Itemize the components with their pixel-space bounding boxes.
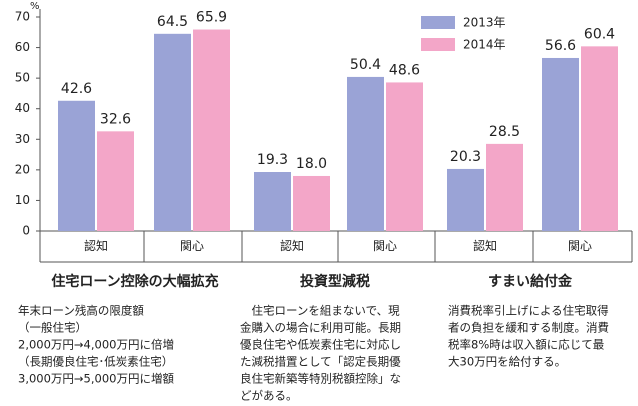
bar bbox=[97, 131, 134, 231]
note-line: 消費税率引上げによる住宅取得 bbox=[448, 304, 609, 318]
y-tick-label: 30 bbox=[15, 132, 30, 146]
value-label: 50.4 bbox=[350, 57, 381, 73]
note-line: 税率8%時は収入額に応じて最 bbox=[448, 338, 605, 352]
value-label: 65.9 bbox=[196, 10, 227, 26]
note-line: （一般住宅） bbox=[18, 321, 87, 335]
note-line: 2,000万円→4,000万円に倍増 bbox=[18, 338, 174, 352]
bar bbox=[447, 168, 484, 231]
value-label: 64.5 bbox=[157, 14, 188, 30]
value-label: 48.6 bbox=[389, 62, 420, 78]
bar bbox=[347, 76, 384, 231]
note-line: どがある。 bbox=[240, 389, 298, 403]
note-line: （長期優良住宅･低炭素住宅） bbox=[18, 355, 173, 369]
note-line: 大30万円を給付する。 bbox=[448, 355, 566, 369]
note-line: 良住宅新築等特別税額控除」な bbox=[240, 372, 401, 386]
bar bbox=[293, 175, 330, 231]
note-line: 住宅ローンを組まないで、現 bbox=[240, 304, 400, 318]
note-line: 3,000万円→5,000万円に増額 bbox=[18, 372, 174, 386]
value-label: 32.6 bbox=[100, 111, 131, 127]
y-tick-label: 20 bbox=[15, 162, 30, 176]
note-line: 優良住宅や低炭素住宅に対応し bbox=[240, 338, 401, 352]
x-tick-label: 認知 bbox=[473, 238, 497, 253]
value-label: 19.3 bbox=[257, 152, 288, 168]
bar bbox=[193, 29, 230, 231]
y-tick-label: 70 bbox=[15, 10, 30, 24]
x-tick-label: 関心 bbox=[568, 239, 592, 253]
bar bbox=[486, 143, 523, 231]
note-line: 者の負担を緩和する制度。消費 bbox=[448, 321, 609, 335]
group-label: 住宅ローン控除の大幅拡充 bbox=[51, 273, 218, 290]
x-tick-label: 関心 bbox=[373, 239, 397, 253]
legend-label: 2014年 bbox=[463, 38, 506, 52]
x-tick-label: 認知 bbox=[84, 238, 108, 253]
x-tick-label: 認知 bbox=[280, 238, 304, 253]
value-label: 56.6 bbox=[545, 38, 576, 54]
note-line: 年末ローン残高の限度額 bbox=[18, 304, 144, 318]
bar bbox=[154, 33, 191, 231]
y-tick-label: 0 bbox=[22, 224, 30, 238]
y-tick-label: 40 bbox=[15, 101, 30, 115]
legend-label: 2013年 bbox=[463, 16, 506, 30]
y-tick-label: 10 bbox=[15, 193, 30, 207]
bar bbox=[254, 171, 291, 231]
value-label: 60.4 bbox=[584, 26, 615, 42]
value-label: 28.5 bbox=[489, 124, 520, 140]
y-tick-label: 50 bbox=[15, 71, 30, 85]
bar bbox=[386, 82, 423, 232]
bar bbox=[58, 100, 95, 231]
bar bbox=[542, 57, 579, 231]
note-line: た減税措置として「認定長期優 bbox=[240, 355, 401, 369]
y-tick-label: 60 bbox=[15, 40, 30, 54]
legend-swatch bbox=[421, 38, 455, 51]
group-label: 投資型減税 bbox=[300, 273, 370, 290]
value-label: 20.3 bbox=[450, 149, 481, 165]
group-label: すまい給付金 bbox=[488, 273, 573, 290]
note-line: 金購入の場合に利用可能。長期 bbox=[240, 321, 401, 335]
value-label: 42.6 bbox=[61, 81, 92, 97]
legend-swatch bbox=[421, 16, 455, 29]
x-tick-label: 関心 bbox=[180, 239, 204, 253]
y-unit: % bbox=[30, 1, 40, 12]
bar bbox=[581, 46, 618, 231]
value-label: 18.0 bbox=[296, 156, 327, 172]
